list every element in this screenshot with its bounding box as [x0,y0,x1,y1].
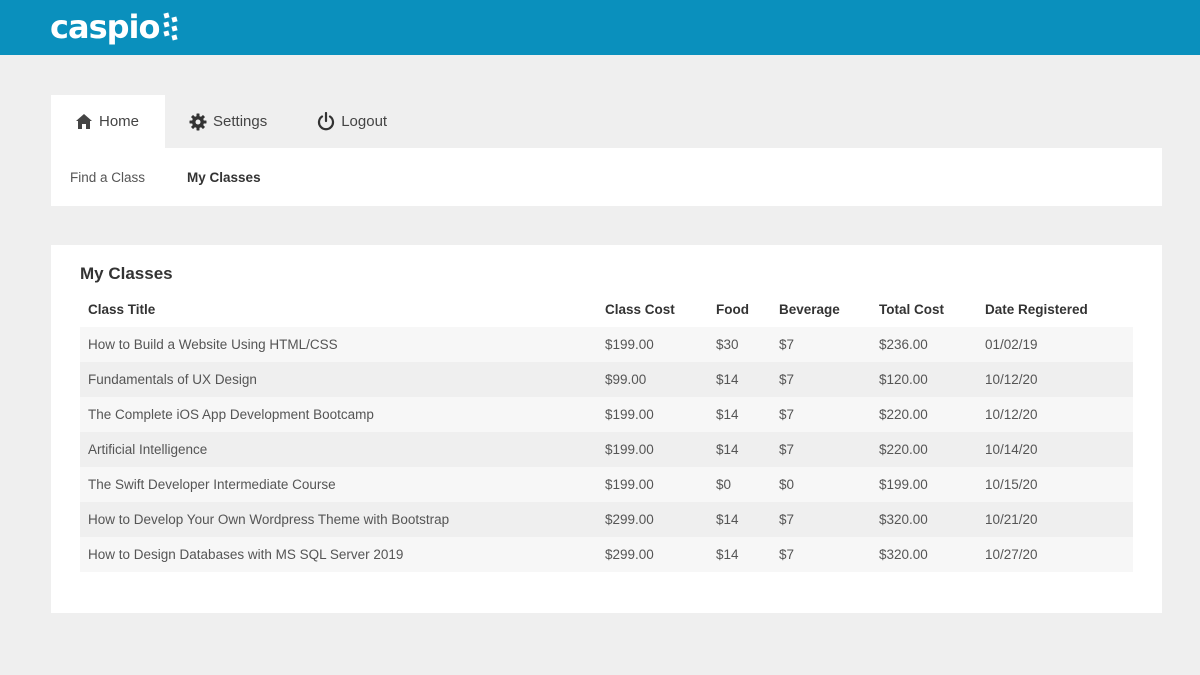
table-row[interactable]: How to Build a Website Using HTML/CSS $1… [80,327,1133,362]
top-bar: caspio [0,0,1200,55]
cell-date-registered: 10/14/20 [977,432,1133,467]
cell-beverage: $0 [771,467,871,502]
tab-logout[interactable]: Logout [293,95,413,148]
tab-logout-label: Logout [341,113,388,130]
table-row[interactable]: Artificial Intelligence $199.00 $14 $7 $… [80,432,1133,467]
column-header-beverage: Beverage [779,302,840,317]
cell-class-cost: $199.00 [597,397,708,432]
cell-class-title: How to Design Databases with MS SQL Serv… [80,537,597,572]
column-header-total-cost: Total Cost [879,302,944,317]
cell-food: $0 [708,467,771,502]
cell-date-registered: 10/21/20 [977,502,1133,537]
cell-class-cost: $199.00 [597,467,708,502]
cell-class-cost: $99.00 [597,362,708,397]
cell-date-registered: 10/12/20 [977,362,1133,397]
logo-dots-icon [163,12,179,41]
tab-settings[interactable]: Settings [165,95,293,148]
tab-settings-label: Settings [213,113,268,130]
cell-beverage: $7 [771,502,871,537]
page-title: My Classes [80,264,173,283]
table-header-row: Class Title Class Cost Food Beverage Tot… [80,292,1133,327]
cell-food: $14 [708,502,771,537]
column-header-food: Food [716,302,749,317]
cell-class-title: The Swift Developer Intermediate Course [80,467,597,502]
cell-class-title: How to Develop Your Own Wordpress Theme … [80,502,597,537]
main-tabs: Home Settings Logout [51,95,413,148]
cell-date-registered: 10/12/20 [977,397,1133,432]
cell-food: $14 [708,432,771,467]
sub-navigation: Find a Class My Classes [51,148,1162,206]
cell-class-title: Fundamentals of UX Design [80,362,597,397]
cell-class-cost: $299.00 [597,502,708,537]
subnav-my-classes[interactable]: My Classes [187,169,261,185]
cell-total-cost: $236.00 [871,327,977,362]
cell-beverage: $7 [771,362,871,397]
table-row[interactable]: The Swift Developer Intermediate Course … [80,467,1133,502]
tab-home-label: Home [99,113,140,130]
logo-text: caspio [50,8,160,46]
cell-beverage: $7 [771,327,871,362]
column-header-class-cost: Class Cost [605,302,675,317]
cell-date-registered: 10/15/20 [977,467,1133,502]
caspio-logo[interactable]: caspio [50,7,182,47]
power-icon [318,112,335,131]
column-header-date-registered: Date Registered [985,302,1088,317]
subnav-find-a-class[interactable]: Find a Class [70,169,146,185]
table-row[interactable]: The Complete iOS App Development Bootcam… [80,397,1133,432]
cell-food: $14 [708,362,771,397]
cell-class-title: The Complete iOS App Development Bootcam… [80,397,597,432]
cell-date-registered: 10/27/20 [977,537,1133,572]
tab-home[interactable]: Home [51,95,166,148]
cell-total-cost: $320.00 [871,502,977,537]
navigation: Home Settings Logout Find [51,95,1162,206]
cell-class-title: How to Build a Website Using HTML/CSS [80,327,597,362]
cell-beverage: $7 [771,432,871,467]
cell-total-cost: $220.00 [871,432,977,467]
table-row[interactable]: How to Develop Your Own Wordpress Theme … [80,502,1133,537]
cell-total-cost: $199.00 [871,467,977,502]
cell-class-title: Artificial Intelligence [80,432,597,467]
cell-class-cost: $199.00 [597,327,708,362]
cell-beverage: $7 [771,537,871,572]
cell-beverage: $7 [771,397,871,432]
cell-food: $14 [708,537,771,572]
cell-total-cost: $320.00 [871,537,977,572]
cell-food: $14 [708,397,771,432]
table-row[interactable]: How to Design Databases with MS SQL Serv… [80,537,1133,572]
table-row[interactable]: Fundamentals of UX Design $99.00 $14 $7 … [80,362,1133,397]
home-icon [76,114,92,129]
classes-table: Class Title Class Cost Food Beverage Tot… [80,292,1133,572]
cell-date-registered: 01/02/19 [977,327,1133,362]
cell-class-cost: $199.00 [597,432,708,467]
cell-total-cost: $220.00 [871,397,977,432]
my-classes-panel: My Classes Class Title Class Cost Food B… [51,245,1162,613]
cell-class-cost: $299.00 [597,537,708,572]
cell-food: $30 [708,327,771,362]
column-header-class-title: Class Title [88,302,156,317]
gear-icon [189,113,207,130]
cell-total-cost: $120.00 [871,362,977,397]
